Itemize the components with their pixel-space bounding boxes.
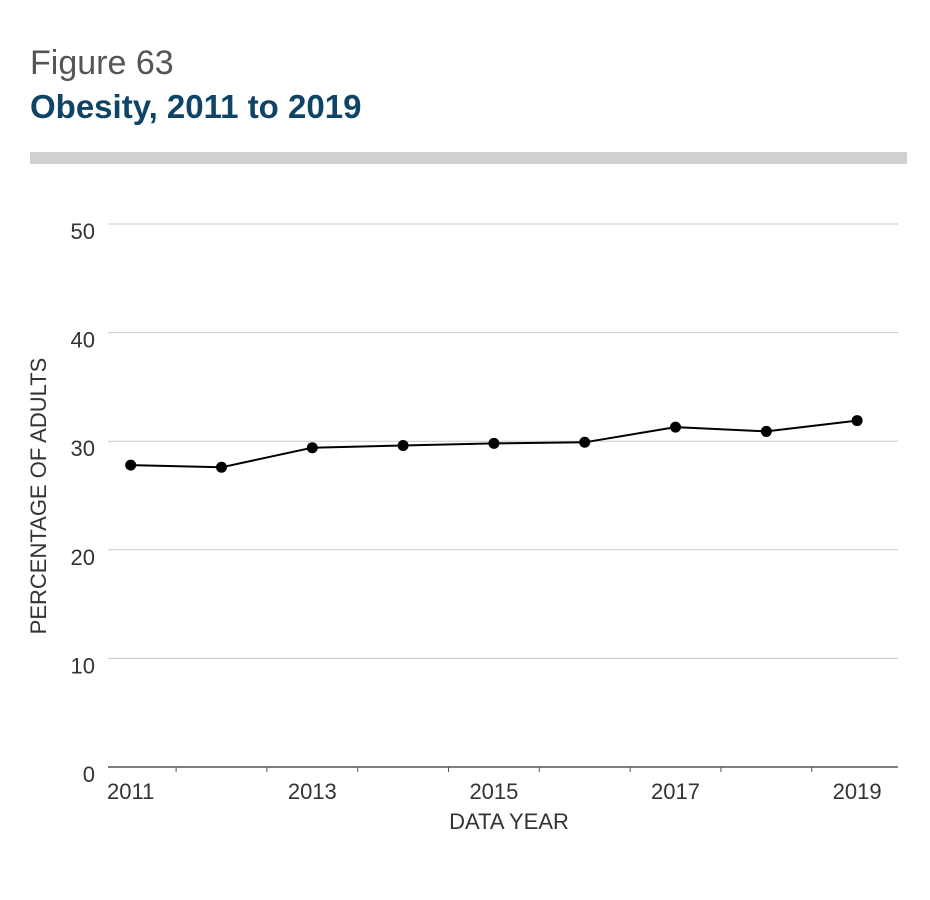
data-point xyxy=(760,425,772,437)
x-tick-label: 2013 xyxy=(288,779,337,804)
title-divider xyxy=(30,152,907,164)
data-point xyxy=(488,437,500,449)
y-tick-labels: 0 10 20 30 40 50 xyxy=(71,219,95,787)
x-tick-labels: 2011 2013 2015 2017 2019 xyxy=(107,767,882,804)
gridlines xyxy=(108,223,898,768)
y-tick-label: 40 xyxy=(71,328,95,353)
series-obesity xyxy=(125,415,863,473)
x-axis-label: DATA YEAR xyxy=(449,809,569,834)
y-tick-label: 10 xyxy=(71,653,95,678)
data-point xyxy=(306,442,318,454)
x-tick-label: 2011 xyxy=(107,779,154,804)
y-tick-label: 20 xyxy=(71,545,95,570)
data-point xyxy=(125,459,137,471)
data-point xyxy=(579,436,591,448)
y-tick-label: 0 xyxy=(83,762,95,787)
x-tick-label: 2019 xyxy=(833,779,882,804)
data-point xyxy=(216,461,228,473)
data-point xyxy=(397,440,409,452)
y-tick-label: 30 xyxy=(71,436,95,461)
data-point xyxy=(670,421,682,433)
chart-title: Obesity, 2011 to 2019 xyxy=(30,88,362,125)
figure-label: Figure 63 xyxy=(30,44,174,82)
data-point xyxy=(851,415,863,427)
y-axis-label: PERCENTAGE OF ADULTS xyxy=(26,358,51,635)
y-tick-label: 50 xyxy=(71,219,95,244)
x-tick-label: 2017 xyxy=(651,779,700,804)
x-tick-label: 2015 xyxy=(469,779,518,804)
